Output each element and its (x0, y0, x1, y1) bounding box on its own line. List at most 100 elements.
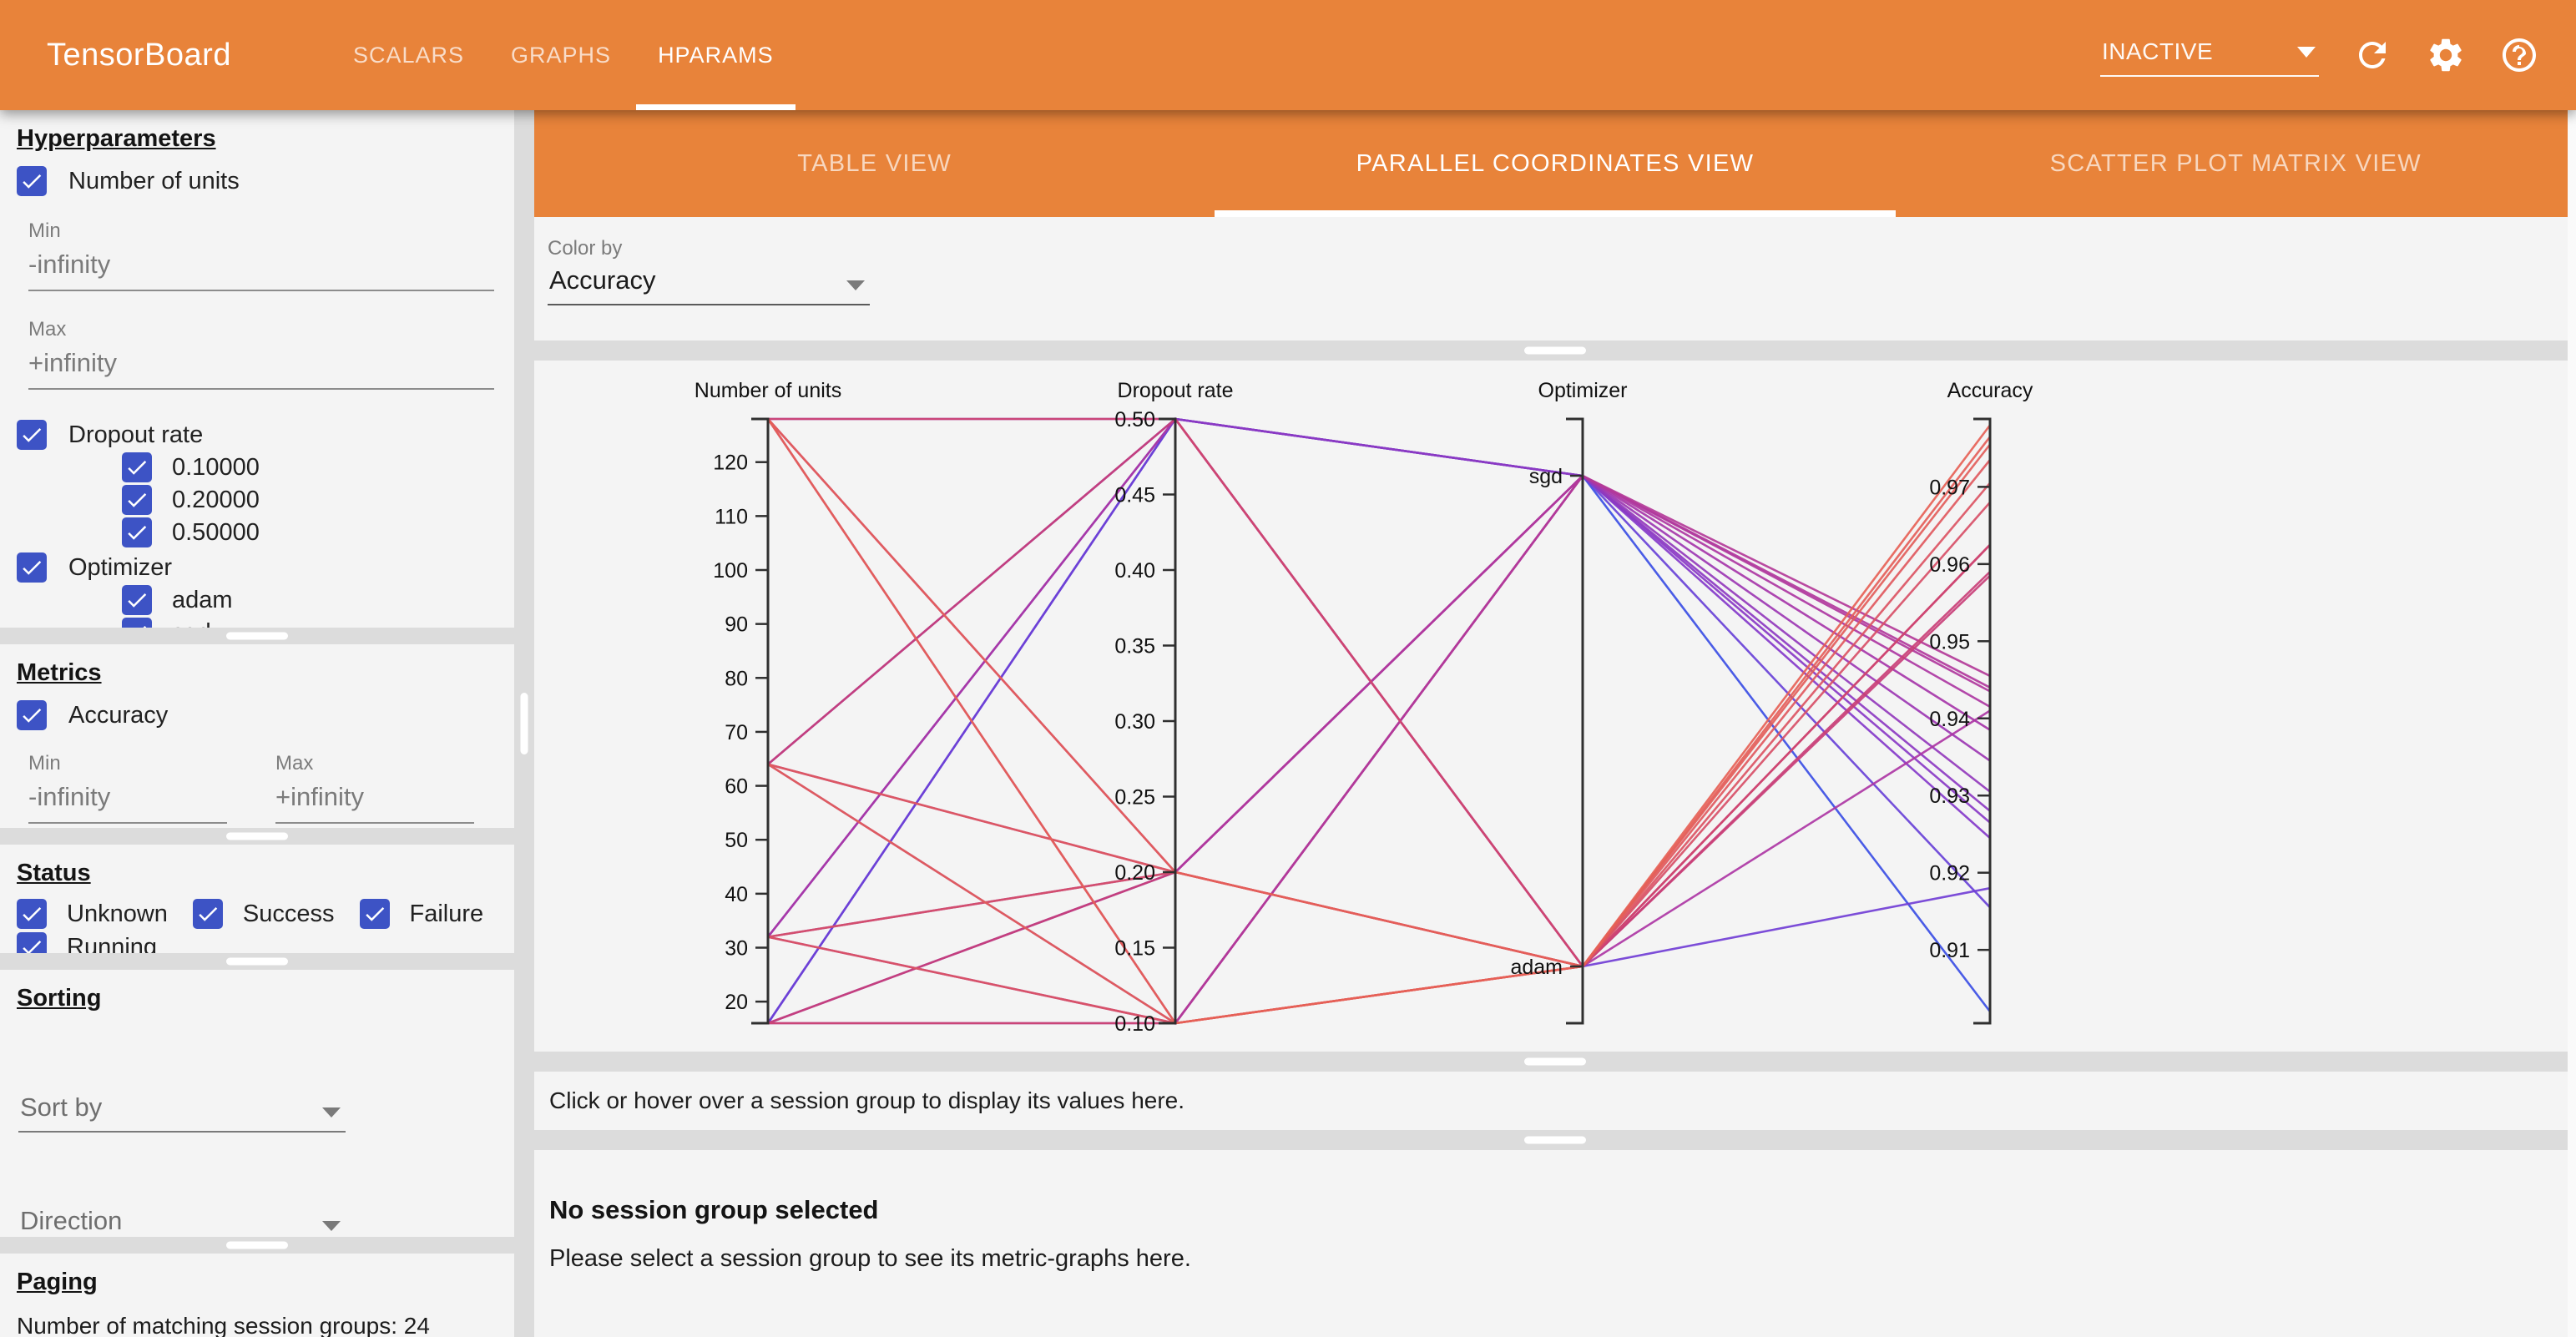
session-group-line[interactable] (766, 418, 1992, 1025)
metric-accuracy-row: Accuracy (17, 700, 501, 730)
axis-number-of-units[interactable]: 20 30 40 50 60 70 80 90 100 110 120 Number of units (695, 379, 841, 1025)
axis-tick-label: 0.95 (1929, 630, 1970, 653)
chevron-down-icon (846, 280, 865, 290)
direction-select[interactable]: Direction (18, 1206, 346, 1237)
dropout-0.20000-checkbox[interactable] (122, 485, 152, 515)
session-group-line[interactable] (766, 417, 1992, 1024)
status-running-checkbox[interactable] (17, 932, 47, 953)
optimizer-label: Optimizer (68, 553, 173, 581)
optimizer-value-label: adam (172, 586, 233, 613)
status-option-label: Running (67, 933, 158, 954)
axis-tick-label: 0.91 (1929, 939, 1970, 962)
axis-tick-label: 0.40 (1114, 559, 1155, 583)
status-option-label: Success (242, 900, 335, 927)
optimizer-checkbox[interactable] (17, 552, 47, 583)
tab-scatter-plot-matrix-view[interactable]: SCATTER PLOT MATRIX VIEW (2049, 149, 2422, 177)
axis-dropout-rate[interactable]: 0.10 0.15 0.20 0.25 0.30 0.35 0.40 0.45 0.50 Drop… (1114, 379, 1233, 1036)
parallel-coordinates-panel: 20 30 40 50 60 70 80 90 100 110 120 Number of units… (534, 361, 2576, 1052)
resize-handle[interactable] (1524, 1057, 1586, 1066)
status-option-label: Unknown (67, 900, 168, 927)
axis-tick-label: 0.96 (1929, 553, 1970, 577)
session-group-line[interactable] (767, 418, 1991, 874)
color-by-panel: Color by Accuracy (534, 217, 2576, 341)
resize-handle[interactable] (226, 957, 288, 966)
dropout-0.50000-checkbox[interactable] (122, 517, 152, 547)
units-max-label: Max (28, 318, 67, 341)
axis-tick-label: 0.30 (1114, 710, 1155, 734)
units-min-input[interactable] (28, 246, 494, 291)
panel-divider (534, 1130, 2576, 1150)
panel-divider (534, 341, 2576, 361)
run-status-value: INACTIVE (2102, 38, 2214, 64)
axis-line[interactable] (1973, 417, 1992, 1025)
accuracy-checkbox[interactable] (17, 700, 47, 730)
resize-handle[interactable] (1524, 1136, 1586, 1144)
help-icon[interactable] (2499, 35, 2539, 75)
session-group-panel: No session group selected Please select … (534, 1150, 2576, 1337)
session-group-line[interactable] (767, 474, 1991, 938)
number-of-units-checkbox[interactable] (17, 166, 47, 196)
tab-parallel-coordinates-view[interactable]: PARALLEL COORDINATES VIEW (1215, 110, 1896, 217)
resize-handle[interactable] (226, 1241, 288, 1249)
dropout-value-label: 0.50000 (172, 518, 260, 546)
nav-tab-scalars[interactable]: SCALARS (352, 42, 465, 68)
axis-line[interactable] (1566, 417, 1584, 1025)
axis-tick-label: 30 (725, 937, 748, 961)
parallel-coordinates-svg[interactable]: 20 30 40 50 60 70 80 90 100 110 120 Number of units… (534, 361, 2576, 1052)
optimizer-value-label: sgd (172, 619, 211, 628)
axis-tick-label: 70 (725, 721, 748, 744)
refresh-icon[interactable] (2352, 35, 2392, 75)
status-success-checkbox[interactable] (192, 899, 223, 929)
color-by-value: Accuracy (549, 265, 656, 295)
axis-tick-label: 0.20 (1114, 861, 1155, 885)
session-lines (766, 416, 1992, 1026)
resize-handle[interactable] (1524, 346, 1586, 355)
dropout-0.10000-checkbox[interactable] (122, 452, 152, 482)
nav-tab-graphs[interactable]: GRAPHS (511, 42, 612, 68)
status-unknown-checkbox[interactable] (17, 899, 47, 929)
axis-tick-label: 0.45 (1114, 484, 1155, 507)
tab-table-view[interactable]: TABLE VIEW (797, 149, 952, 177)
axis-tick-label: 0.93 (1929, 785, 1970, 808)
scrollbar-track[interactable] (2568, 110, 2576, 1337)
resize-handle[interactable] (226, 832, 288, 840)
axis-line[interactable] (751, 417, 770, 1025)
sort-by-select[interactable]: Sort by (18, 1092, 346, 1133)
optimizer-sgd-checkbox[interactable] (122, 618, 152, 628)
dropout-rate-checkbox[interactable] (17, 420, 47, 450)
session-group-line[interactable] (766, 418, 1991, 1026)
hover-hint-panel: Click or hover over a session group to d… (534, 1072, 2576, 1130)
hparam-dropout-rate-row: Dropout rate (17, 420, 501, 450)
app-bar: TensorBoard SCALARS GRAPHS HPARAMS INACT… (0, 0, 2576, 110)
resize-handle[interactable] (520, 693, 528, 754)
sidebar: Hyperparameters Number of units Min Max … (0, 110, 514, 1337)
direction-value: Direction (20, 1206, 123, 1235)
hparam-optimizer-row: Optimizer (17, 552, 501, 583)
settings-gear-icon[interactable] (2426, 35, 2466, 75)
units-max-input[interactable] (28, 345, 494, 390)
metric-min-input[interactable] (28, 779, 227, 824)
nav-tab-hparams[interactable]: HPARAMS (636, 0, 796, 110)
sidebar-section-divider (0, 828, 514, 845)
units-min-label: Min (28, 219, 61, 242)
axis-accuracy[interactable]: 0.91 0.92 0.93 0.94 0.95 0.96 0.97 Accuracy (1929, 379, 2033, 1025)
session-group-line[interactable] (767, 417, 1991, 840)
session-group-line[interactable] (767, 571, 1991, 1025)
no-session-selected-subtitle: Please select a session group to see its… (549, 1245, 1191, 1272)
session-group-line[interactable] (767, 418, 1992, 968)
hparam-number-of-units-row: Number of units (17, 166, 501, 196)
axis-optimizer[interactable]: sgd adam Optimizer (1510, 379, 1627, 1025)
session-group-line[interactable] (768, 417, 1991, 968)
chevron-down-icon (322, 1107, 341, 1118)
session-group-line[interactable] (766, 416, 1991, 1024)
run-status-select[interactable]: INACTIVE (2100, 33, 2319, 77)
metric-max-input[interactable] (275, 779, 474, 824)
dropout-value-row: 0.10000 (122, 452, 501, 482)
status-failure-checkbox[interactable] (359, 899, 390, 929)
color-by-label: Color by (548, 237, 623, 260)
optimizer-adam-checkbox[interactable] (122, 585, 152, 615)
resize-handle[interactable] (226, 632, 288, 640)
axis-tick-label: 80 (725, 667, 748, 690)
color-by-select[interactable]: Accuracy (548, 264, 870, 305)
chevron-down-icon (322, 1221, 341, 1231)
